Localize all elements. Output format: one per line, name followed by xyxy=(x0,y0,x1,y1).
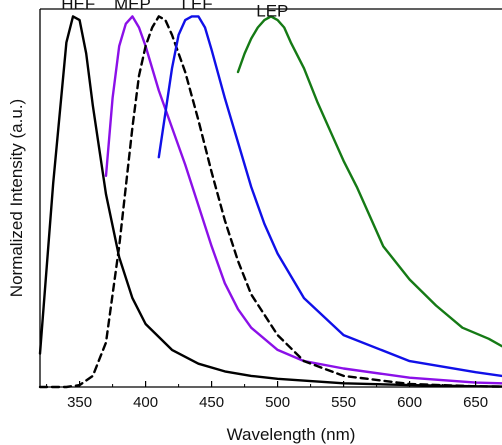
x-tick-label-600: 600 xyxy=(397,394,422,411)
series-line-hef xyxy=(38,15,502,388)
series-line-dashed-2 xyxy=(38,15,502,389)
x-tick-label-400: 400 xyxy=(133,394,158,411)
x-tick-label-350: 350 xyxy=(67,394,92,411)
series-line-lep xyxy=(236,15,502,348)
series-label-lep: LEP xyxy=(256,2,288,21)
y-axis-label: Normalized Intensity (a.u.) xyxy=(7,99,26,297)
series-label-lef: LEF xyxy=(181,0,212,13)
series-line-mep xyxy=(104,15,502,385)
x-tick-label-550: 550 xyxy=(331,394,356,411)
series-line-lef xyxy=(157,15,502,378)
x-tick-label-450: 450 xyxy=(199,394,224,411)
series-label-hef: HEF xyxy=(61,0,95,13)
axes xyxy=(39,8,502,388)
series-label-mep: MEP xyxy=(114,0,151,13)
series-labels: HEF MEP LEF LEP xyxy=(61,0,288,21)
x-ticks: 350 400 450 500 550 600 650 xyxy=(46,381,488,411)
x-axis-label: Wavelength (nm) xyxy=(227,425,356,444)
x-tick-label-650: 650 xyxy=(463,394,488,411)
series-layer xyxy=(38,15,502,389)
x-tick-label-500: 500 xyxy=(265,394,290,411)
